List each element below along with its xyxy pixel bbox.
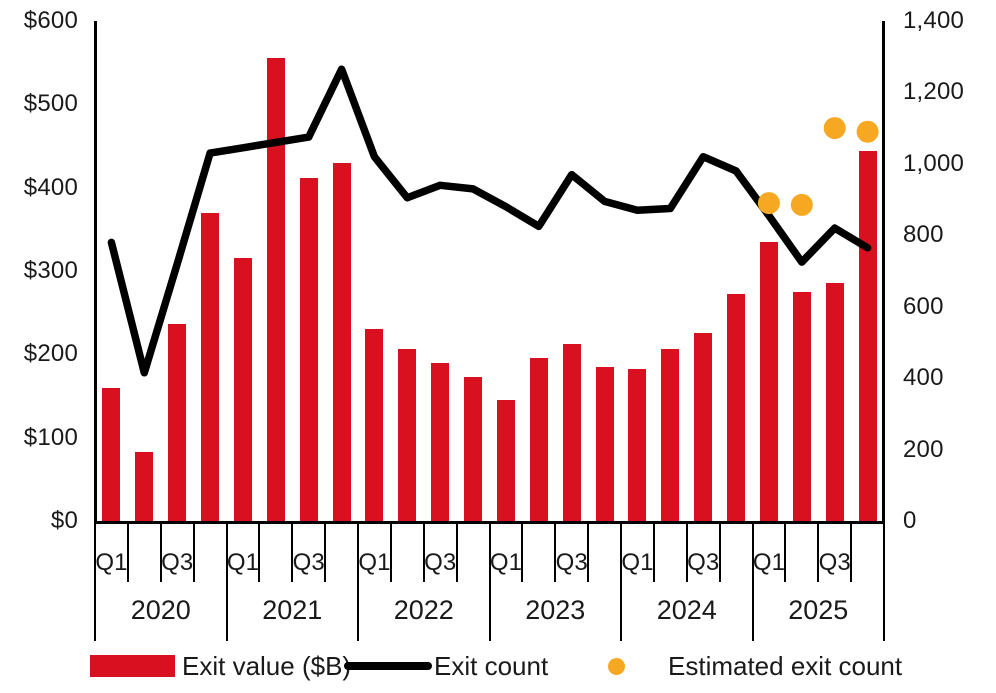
y-axis-right-tick-label: 800 bbox=[903, 221, 944, 249]
y-axis-left-tick-label: $300 bbox=[23, 257, 78, 284]
estimated-exit-count-legend-swatch bbox=[608, 657, 625, 675]
estimated-exit-count-dot bbox=[757, 192, 780, 215]
exit-value-bar bbox=[365, 329, 384, 521]
exit-value-bar bbox=[825, 282, 844, 521]
exit-count-legend-label: Exit count bbox=[434, 650, 549, 681]
quarter-tick bbox=[554, 521, 557, 582]
quarter-tick bbox=[850, 521, 853, 582]
year-label: 2022 bbox=[393, 595, 454, 625]
estimated-exit-count-dot bbox=[823, 117, 846, 140]
exit-value-bar bbox=[496, 400, 515, 521]
exit-value-bar bbox=[595, 366, 614, 521]
y-axis-left-line bbox=[94, 21, 97, 524]
exit-value-bar bbox=[102, 387, 121, 521]
exit-value-bar bbox=[168, 323, 187, 521]
quarter-tick bbox=[652, 521, 655, 582]
quarter-tick bbox=[718, 521, 721, 582]
y-axis-right-tick-label: 400 bbox=[903, 364, 944, 392]
quarter-tick bbox=[192, 521, 195, 582]
line-layer bbox=[107, 65, 879, 377]
quarter-tick bbox=[324, 521, 327, 582]
exit-value-bar bbox=[332, 162, 351, 521]
year-divider-tick bbox=[94, 521, 96, 641]
legend-item-exit-value: Exit value ($B) bbox=[90, 649, 351, 683]
exit-value-bar bbox=[233, 257, 252, 521]
y-axis-left-tick-label: $100 bbox=[23, 423, 78, 451]
exit-value-legend-swatch bbox=[90, 655, 175, 677]
quarter-label: Q3 bbox=[687, 549, 720, 576]
quarter-tick bbox=[521, 521, 524, 582]
year-divider-tick bbox=[225, 521, 228, 641]
year-divider-tick bbox=[751, 521, 754, 641]
quarter-tick bbox=[159, 521, 162, 582]
quarter-tick bbox=[422, 521, 425, 582]
y-axis-right-tick-label: 1,000 bbox=[903, 149, 965, 177]
exit-value-bar bbox=[661, 349, 680, 521]
quarter-label: Q1 bbox=[358, 549, 391, 576]
year-label: 2025 bbox=[788, 595, 849, 625]
y-axis-left-tick-label: $0 bbox=[50, 507, 78, 534]
quarter-tick bbox=[126, 521, 129, 582]
quarter-tick bbox=[784, 521, 787, 582]
estimated-exit-count-dot bbox=[856, 120, 879, 143]
y-axis-right-tick-label: 1,400 bbox=[903, 7, 965, 34]
quarter-label: Q3 bbox=[424, 549, 457, 576]
quarter-label: Q1 bbox=[621, 549, 654, 576]
exit-value-bar bbox=[562, 343, 581, 521]
year-label: 2021 bbox=[262, 595, 323, 625]
exit-count-line bbox=[107, 65, 872, 377]
exit-value-bar bbox=[628, 369, 647, 521]
legend-item-estimated-exit-count: Estimated exit count bbox=[608, 649, 902, 683]
exit-value-bar bbox=[727, 294, 746, 521]
exit-value-bar bbox=[201, 212, 220, 521]
exit-value-bar bbox=[792, 291, 811, 521]
y-axis-right-tick-label: 600 bbox=[903, 292, 944, 320]
quarter-label: Q3 bbox=[292, 549, 325, 576]
exit-value-bar bbox=[398, 349, 417, 521]
exit-value-bar bbox=[529, 357, 548, 521]
legend-item-exit-count: Exit count bbox=[344, 649, 548, 683]
exit-value-bar bbox=[135, 451, 154, 521]
quarter-tick bbox=[258, 521, 261, 582]
quarter-label: Q1 bbox=[95, 549, 128, 576]
year-label: 2024 bbox=[656, 595, 717, 625]
exit-value-bar bbox=[694, 332, 713, 521]
y-axis-right-tick-label: 200 bbox=[903, 435, 944, 463]
quarter-label: Q1 bbox=[489, 549, 522, 576]
quarter-tick bbox=[587, 521, 590, 582]
quarter-tick bbox=[389, 521, 392, 582]
estimated-exit-count-dot bbox=[790, 193, 813, 216]
y-axis-right-tick-label: 1,200 bbox=[903, 78, 965, 106]
quarter-tick bbox=[685, 521, 688, 582]
y-axis-left-tick-label: $200 bbox=[23, 340, 78, 368]
y-axis-left-tick-label: $600 bbox=[23, 7, 78, 34]
quarter-tick bbox=[817, 521, 820, 582]
estimated-exit-count-legend-label: Estimated exit count bbox=[668, 650, 903, 681]
year-divider-tick bbox=[883, 521, 885, 641]
exit-value-bar bbox=[759, 241, 778, 521]
y-axis-right-line bbox=[882, 21, 885, 524]
exit-value-bar bbox=[299, 177, 318, 521]
quarter-label: Q3 bbox=[555, 549, 588, 576]
year-divider-tick bbox=[357, 521, 359, 641]
quarter-tick bbox=[455, 521, 458, 582]
quarter-label: Q3 bbox=[818, 549, 851, 576]
year-divider-tick bbox=[488, 521, 491, 641]
year-label: 2023 bbox=[525, 595, 586, 625]
exit-count-legend-swatch bbox=[344, 662, 432, 670]
quarter-label: Q1 bbox=[752, 549, 785, 576]
year-label: 2020 bbox=[130, 595, 191, 625]
y-axis-left-tick-label: $400 bbox=[23, 173, 78, 201]
exit-value-legend-label: Exit value ($B) bbox=[182, 650, 352, 681]
exit-value-bar bbox=[431, 362, 450, 521]
exit-value-bar bbox=[464, 376, 483, 521]
year-divider-tick bbox=[620, 521, 622, 641]
exit-value-bar bbox=[266, 57, 285, 521]
quarter-label: Q3 bbox=[161, 549, 194, 576]
quarter-tick bbox=[291, 521, 294, 582]
y-axis-right-tick-label: 0 bbox=[903, 507, 917, 534]
quarter-label: Q1 bbox=[226, 549, 259, 576]
y-axis-left-tick-label: $500 bbox=[23, 90, 78, 118]
